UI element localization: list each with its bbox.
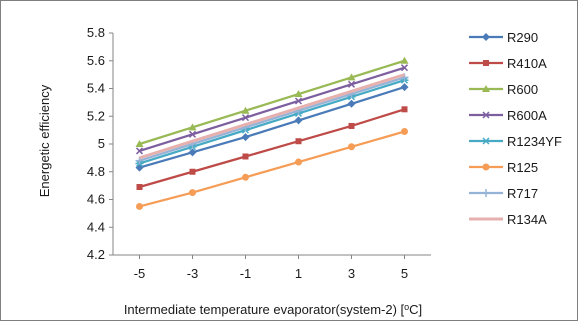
legend-label: R125 bbox=[507, 160, 538, 175]
x-axis-title-sup: o bbox=[404, 302, 409, 312]
x-tick-label: 3 bbox=[348, 266, 355, 281]
x-marker bbox=[400, 64, 409, 72]
series-line bbox=[139, 79, 405, 165]
circle-marker bbox=[482, 163, 490, 171]
y-tick-label: 4.4 bbox=[87, 219, 105, 234]
triangle-marker bbox=[294, 90, 303, 98]
y-tick-label: 4.2 bbox=[87, 247, 105, 262]
x-axis-ticks: -5 -3 -1 1 3 5 bbox=[134, 255, 408, 281]
series-line bbox=[139, 130, 405, 208]
square-marker bbox=[401, 106, 408, 113]
x-tick-label: -1 bbox=[240, 266, 252, 281]
x-tick-label: 1 bbox=[295, 266, 302, 281]
square-marker bbox=[348, 122, 355, 129]
y-tick-label: 5.8 bbox=[87, 25, 105, 40]
series-layer bbox=[135, 56, 409, 210]
series-r410a bbox=[136, 106, 408, 191]
series-line bbox=[139, 108, 405, 189]
triangle-marker bbox=[188, 123, 197, 131]
series-r134a bbox=[139, 73, 405, 160]
circle-marker bbox=[189, 189, 196, 197]
x-marker bbox=[294, 97, 303, 105]
diamond-marker bbox=[188, 148, 197, 157]
y-axis-title: Energetic efficiency bbox=[37, 84, 52, 197]
legend-label: R1234YF bbox=[507, 134, 562, 149]
x-marker bbox=[482, 111, 490, 119]
circle-marker bbox=[136, 202, 143, 210]
x-marker bbox=[135, 147, 144, 155]
legend-item-r600a: R600A bbox=[469, 108, 547, 123]
square-marker bbox=[189, 168, 196, 175]
diamond-marker bbox=[400, 83, 409, 92]
legend-item-r290: R290 bbox=[469, 30, 538, 45]
legend-item-r717: R717 bbox=[469, 186, 538, 201]
legend-label: R290 bbox=[507, 30, 538, 45]
series-r600 bbox=[135, 56, 409, 147]
diamond-marker bbox=[294, 116, 303, 125]
legend: R290 R410A R600 R600A R1234YF R125 R717 R134A bbox=[469, 30, 562, 227]
y-tick-label: 5.6 bbox=[87, 53, 105, 68]
diamond-marker bbox=[482, 33, 490, 41]
series-line bbox=[139, 76, 405, 162]
x-tick-label: 5 bbox=[401, 266, 408, 281]
series-r290 bbox=[135, 83, 409, 172]
triangle-marker bbox=[400, 56, 409, 64]
diamond-marker bbox=[347, 99, 356, 108]
series-line bbox=[139, 59, 405, 146]
y-tick-label: 5 bbox=[98, 136, 105, 151]
circle-marker bbox=[242, 173, 249, 181]
legend-item-r410a: R410A bbox=[469, 56, 547, 71]
legend-label: R600A bbox=[507, 108, 547, 123]
series-r125 bbox=[136, 128, 408, 210]
triangle-marker bbox=[482, 85, 490, 92]
x-marker bbox=[188, 130, 197, 138]
circle-marker bbox=[401, 128, 408, 136]
legend-label: R134A bbox=[507, 212, 547, 227]
x-marker bbox=[347, 80, 356, 88]
y-axis-ticks: 4.2 4.4 4.6 4.8 5 5.2 5.4 5.6 5.8 bbox=[87, 25, 113, 262]
y-tick-label: 4.8 bbox=[87, 164, 105, 179]
series-line bbox=[139, 86, 405, 169]
diamond-marker bbox=[241, 133, 250, 142]
y-tick-label: 5.2 bbox=[87, 108, 105, 123]
square-marker bbox=[136, 184, 143, 191]
triangle-marker bbox=[241, 106, 250, 114]
series-r600a bbox=[135, 64, 409, 155]
legend-item-r1234yf: R1234YF bbox=[469, 134, 562, 149]
legend-label: R717 bbox=[507, 186, 538, 201]
square-marker bbox=[483, 60, 489, 66]
y-tick-label: 5.4 bbox=[87, 81, 105, 96]
circle-marker bbox=[295, 158, 302, 166]
diamond-marker bbox=[135, 163, 144, 172]
legend-item-r600: R600 bbox=[469, 82, 538, 97]
x-axis-title-unit: C] bbox=[409, 302, 422, 317]
x-marker bbox=[241, 114, 250, 122]
triangle-marker bbox=[347, 73, 356, 81]
triangle-marker bbox=[135, 140, 144, 147]
legend-item-r125: R125 bbox=[469, 160, 538, 175]
x-axis-title: Intermediate temperature evaporator(syst… bbox=[124, 302, 422, 317]
square-marker bbox=[295, 138, 302, 145]
legend-label: R600 bbox=[507, 82, 538, 97]
square-marker bbox=[242, 153, 249, 160]
circle-marker bbox=[348, 143, 355, 151]
y-tick-label: 4.6 bbox=[87, 192, 105, 207]
series-line bbox=[139, 73, 405, 160]
series-line bbox=[139, 66, 405, 153]
x-tick-label: -3 bbox=[187, 266, 199, 281]
legend-label: R410A bbox=[507, 56, 547, 71]
x-tick-label: -5 bbox=[134, 266, 146, 281]
legend-item-r134a: R134A bbox=[469, 212, 547, 227]
star-marker bbox=[482, 137, 490, 145]
x-axis-title-text: Intermediate temperature evaporator(syst… bbox=[124, 302, 405, 317]
